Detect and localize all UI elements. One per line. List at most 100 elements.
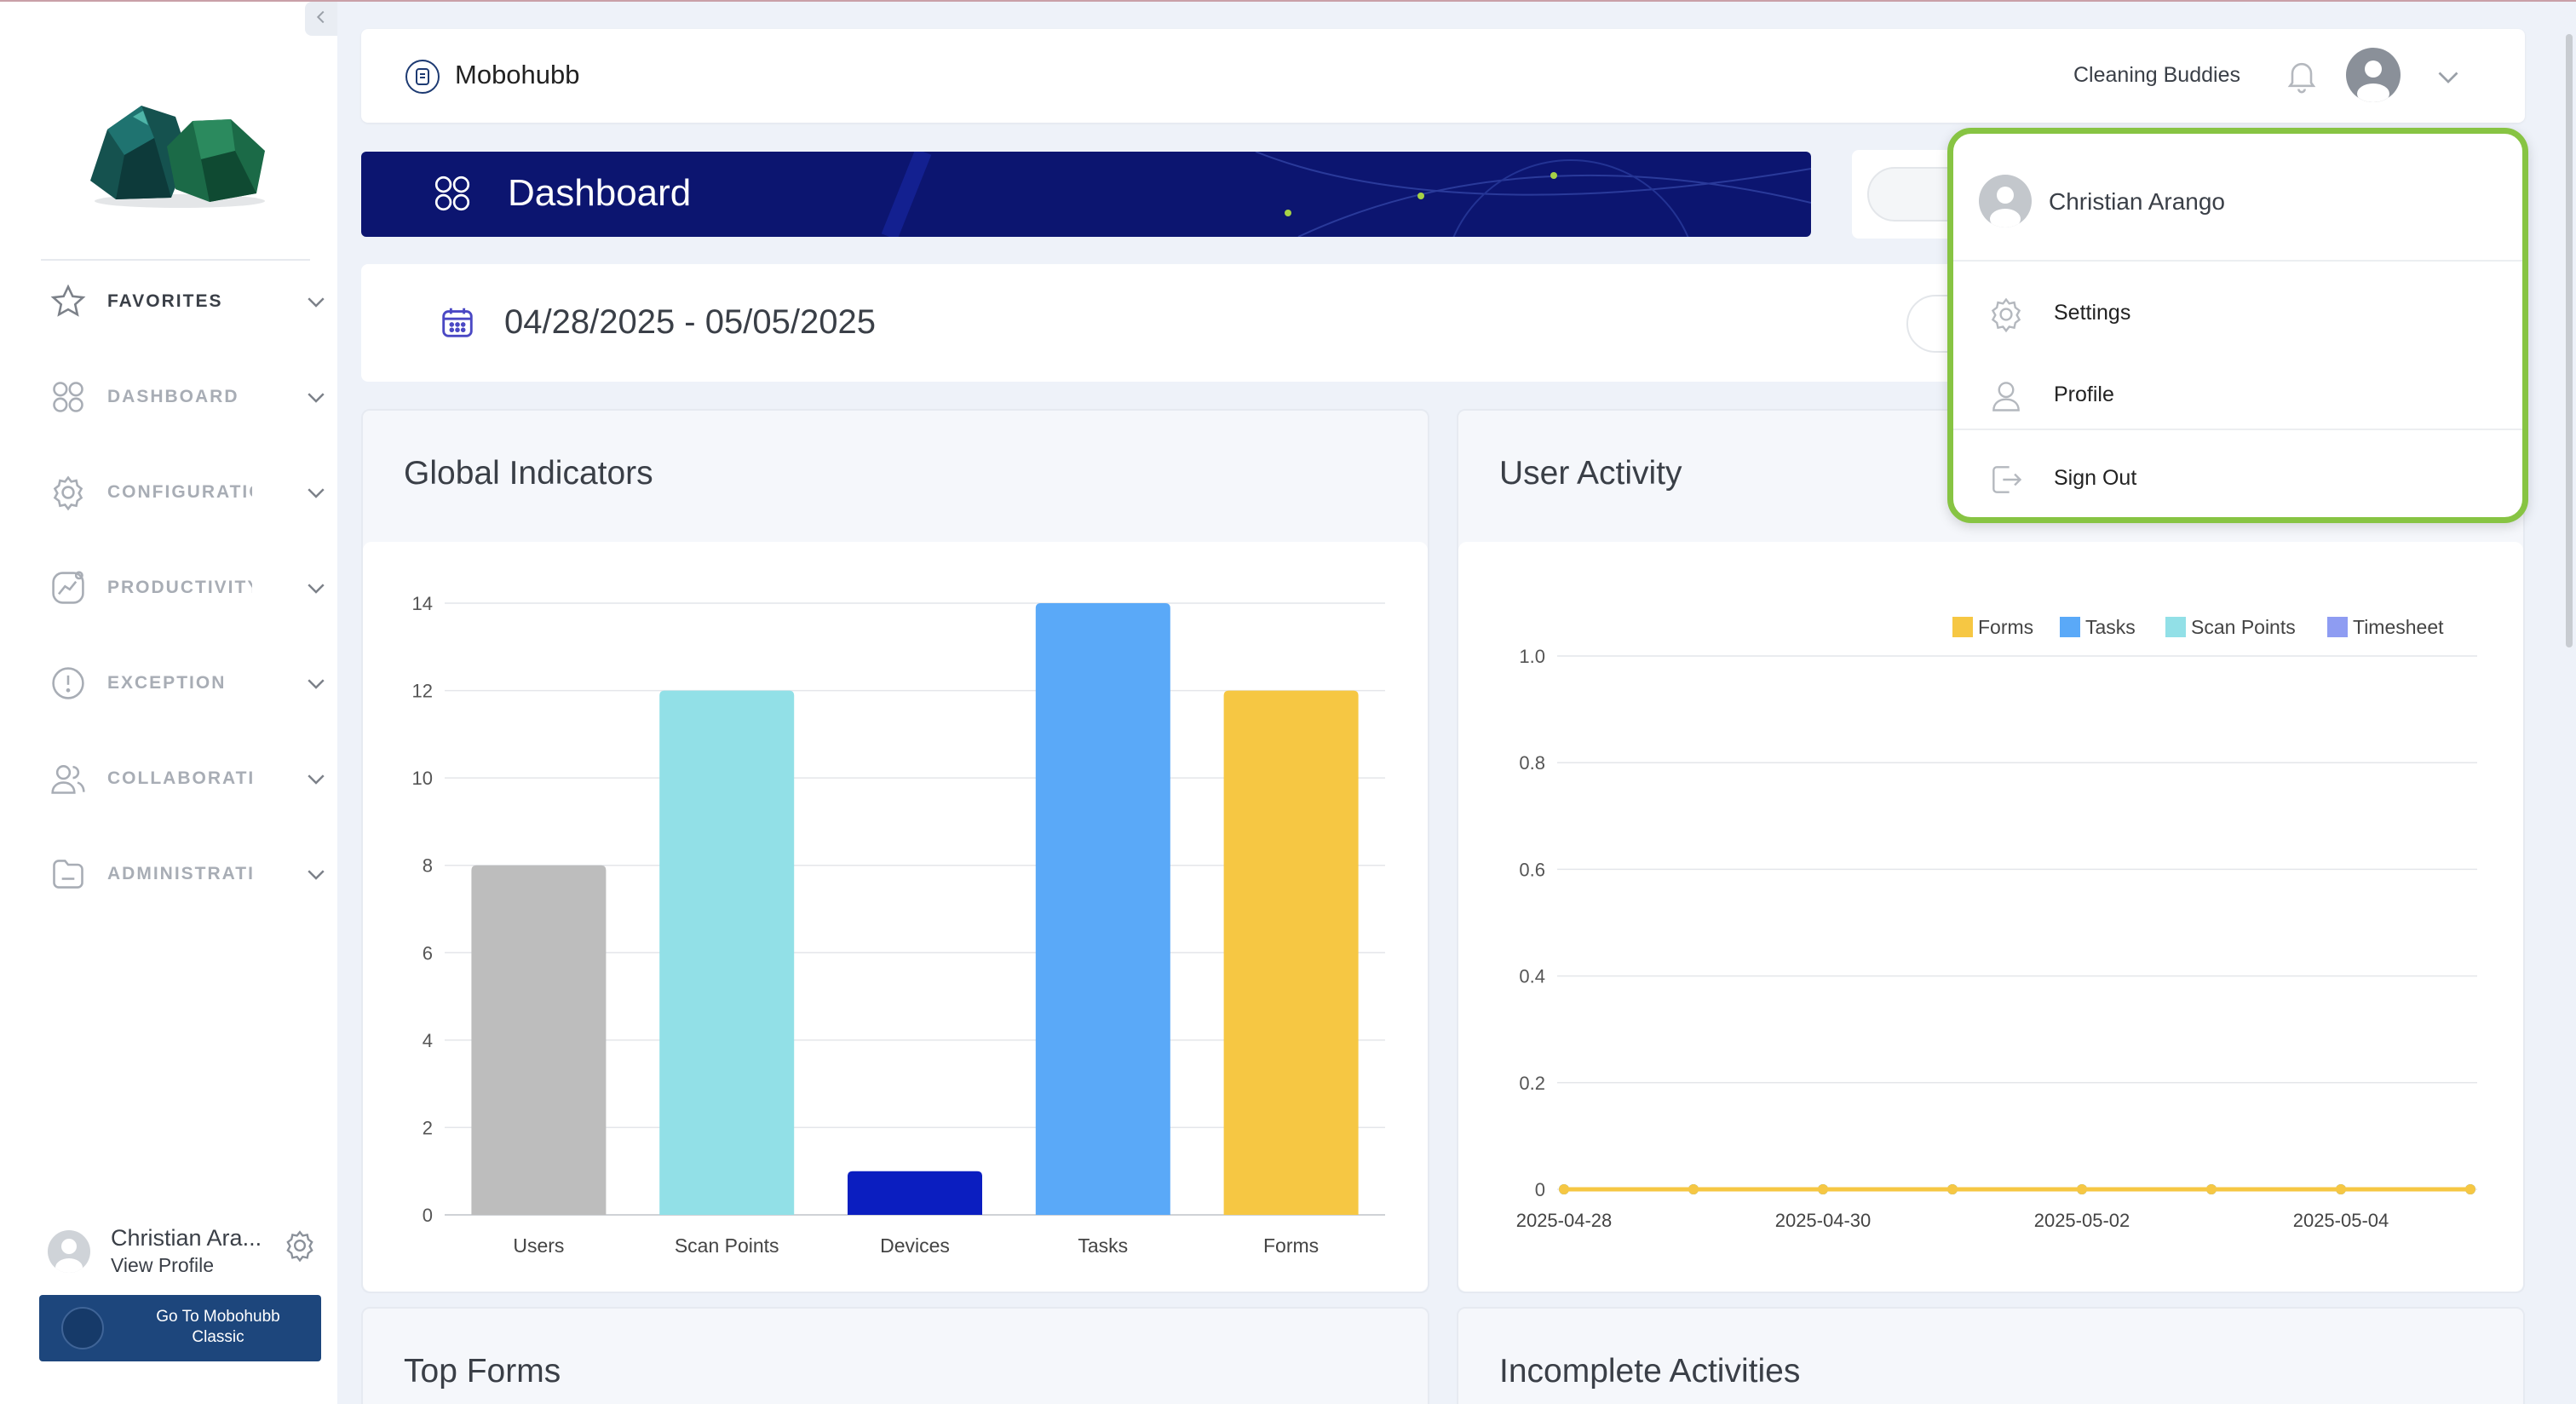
legend-label: Tasks [2085, 616, 2136, 638]
dashboard-banner: Dashboard [361, 152, 1811, 237]
date-filter-bar: 04/28/2025 - 05/05/2025 [361, 264, 1992, 382]
sidebar-item-label: DASHBOARD [107, 387, 239, 406]
profile-menu-item[interactable]: Profile [1953, 364, 2522, 423]
user-activity-chart: 0 0.2 0.4 0.6 0.8 1.0 2025-04-28 2025-04-30 2025… [1516, 616, 2477, 1231]
dropdown-user-name: Christian Arango [2049, 188, 2226, 215]
brand-name[interactable]: Mobohubb [455, 60, 580, 89]
bar [659, 690, 795, 1215]
sidebar-item-configuration[interactable]: CONFIGURATION [48, 467, 337, 518]
global-indicators-card: Global Indicators 0 2 4 6 8 10 12 14 Users Scan P… [361, 409, 1429, 1293]
chevron-down-icon [303, 480, 329, 509]
sidebar-item-label: ADMINISTRATION [107, 864, 252, 883]
sidebar-divider [41, 259, 310, 261]
logo [82, 87, 278, 215]
menu-item-label: Sign Out [2054, 466, 2137, 490]
y-tick-label: 10 [412, 768, 433, 789]
card-body: 0 0.2 0.4 0.6 0.8 1.0 2025-04-28 2025-04-30 2025… [1458, 542, 2523, 1292]
sidebar-item-collaboration[interactable]: COLLABORATION [48, 753, 337, 804]
top-header: Mobohubb Cleaning Buddies [361, 29, 2525, 123]
sidebar-item-administration[interactable]: ADMINISTRATION [48, 849, 337, 900]
sidebar-item-favorites[interactable]: FAVORITES [48, 276, 337, 327]
data-point [1559, 1184, 1569, 1194]
legend-label: Forms [1978, 616, 2033, 638]
dropdown-divider [1953, 260, 2522, 262]
chevron-down-icon [303, 861, 329, 891]
date-range-value[interactable]: 04/28/2025 - 05/05/2025 [504, 303, 876, 341]
classic-logo-icon [61, 1307, 104, 1349]
data-point [1947, 1184, 1958, 1194]
y-tick-label: 4 [423, 1030, 433, 1051]
mobohubb-logo-icon [405, 60, 440, 94]
chevron-left-icon [312, 8, 331, 31]
user-activity-card: User Activity 0 0.2 0.4 0.6 0.8 1.0 2025-04-28… [1457, 409, 2525, 1293]
y-tick-label: 0.4 [1519, 966, 1545, 987]
page-title: Dashboard [508, 172, 692, 214]
sidebar-item-productivity[interactable]: PRODUCTIVITY [48, 562, 337, 613]
gear-icon[interactable] [283, 1228, 317, 1267]
data-point [2465, 1184, 2475, 1194]
sidebar-user[interactable]: Christian Ara... View Profile [48, 1222, 329, 1281]
legend-swatch [1952, 617, 1973, 637]
top-forms-card: Top Forms [361, 1307, 1429, 1404]
chevron-down-icon [303, 766, 329, 796]
bell-icon[interactable] [2283, 56, 2320, 98]
y-tick-label: 6 [423, 942, 433, 964]
sidebar-user-name: Christian Ara... [111, 1225, 262, 1251]
y-tick-label: 2 [423, 1117, 433, 1138]
legend-label: Timesheet [2353, 616, 2444, 638]
bar [471, 865, 607, 1215]
chevron-down-icon [303, 575, 329, 605]
legend-swatch [2165, 617, 2186, 637]
sidebar-item-label: EXCEPTION [107, 673, 227, 693]
company-name: Cleaning Buddies [2073, 63, 2240, 87]
dropdown-divider [1953, 429, 2522, 430]
data-point [1818, 1184, 1828, 1194]
y-tick-label: 0 [423, 1205, 433, 1226]
x-tick-label: Scan Points [675, 1234, 779, 1257]
chevron-down-icon [303, 289, 329, 319]
legend-swatch [2327, 617, 2348, 637]
sidebar-collapse-button[interactable] [305, 2, 337, 36]
legend-label: Scan Points [2191, 616, 2296, 638]
x-tick-label: 2025-05-04 [2293, 1210, 2389, 1231]
y-tick-label: 0.8 [1519, 752, 1545, 774]
y-tick-label: 12 [412, 681, 433, 702]
chevron-down-icon[interactable] [2433, 61, 2464, 96]
bar [1223, 690, 1359, 1215]
sidebar-item-dashboard[interactable]: DASHBOARD [48, 371, 337, 423]
sidebar: FAVORITES DASHBOARD CONFIGURATION PRODUC… [0, 2, 337, 1404]
y-tick-label: 8 [423, 855, 433, 877]
avatar [48, 1230, 90, 1273]
bar [1035, 603, 1170, 1215]
top-border [0, 0, 2576, 2]
y-tick-label: 0.6 [1519, 859, 1545, 880]
user-icon [1987, 377, 2025, 419]
y-tick-label: 0 [1535, 1179, 1545, 1200]
gear-icon [48, 472, 89, 513]
sign-out-menu-item[interactable]: Sign Out [1953, 447, 2522, 507]
y-tick-label: 0.2 [1519, 1073, 1545, 1094]
x-tick-label: Tasks [1078, 1234, 1128, 1257]
calendar-icon[interactable] [438, 303, 477, 347]
data-point [2077, 1184, 2087, 1194]
sidebar-item-label: PRODUCTIVITY [107, 578, 252, 597]
header-avatar[interactable] [2346, 48, 2401, 102]
x-tick-label: Devices [880, 1234, 950, 1257]
settings-menu-item[interactable]: Settings [1953, 282, 2522, 342]
x-tick-label: Forms [1263, 1234, 1319, 1257]
card-title: Top Forms [404, 1353, 561, 1390]
go-to-classic-button[interactable]: Go To Mobohubb Classic [39, 1295, 321, 1361]
sign-out-icon [1987, 461, 2025, 503]
sidebar-item-exception[interactable]: EXCEPTION [48, 658, 337, 709]
view-profile-link[interactable]: View Profile [111, 1254, 215, 1276]
global-indicators-chart: 0 2 4 6 8 10 12 14 Users Scan Points Devices Tasks F… [412, 593, 1385, 1257]
bar [848, 1171, 982, 1215]
grid-icon [431, 172, 474, 219]
sidebar-item-label: FAVORITES [107, 291, 223, 311]
user-dropdown-menu: Christian Arango Settings Profile Sign O… [1947, 128, 2528, 523]
legend-swatch [2060, 617, 2080, 637]
page-scrollbar[interactable] [2566, 34, 2573, 647]
avatar [1979, 175, 2032, 227]
menu-item-label: Profile [2054, 383, 2114, 406]
alert-icon [48, 663, 89, 704]
